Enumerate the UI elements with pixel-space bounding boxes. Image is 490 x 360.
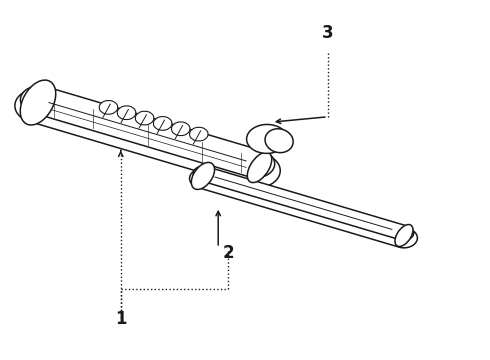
Polygon shape [190, 168, 417, 248]
Text: 1: 1 [115, 310, 126, 328]
Ellipse shape [20, 80, 56, 125]
Ellipse shape [190, 127, 208, 141]
Ellipse shape [191, 162, 215, 189]
Ellipse shape [135, 111, 154, 125]
Ellipse shape [246, 125, 287, 153]
Ellipse shape [172, 122, 190, 136]
Polygon shape [15, 89, 280, 188]
Ellipse shape [265, 129, 293, 153]
Ellipse shape [153, 117, 172, 130]
Ellipse shape [117, 106, 136, 120]
Text: 3: 3 [322, 24, 334, 42]
Ellipse shape [247, 152, 272, 183]
Ellipse shape [395, 225, 413, 247]
Ellipse shape [99, 100, 118, 114]
Polygon shape [193, 166, 414, 240]
Text: 2: 2 [222, 244, 234, 262]
Polygon shape [21, 86, 275, 178]
